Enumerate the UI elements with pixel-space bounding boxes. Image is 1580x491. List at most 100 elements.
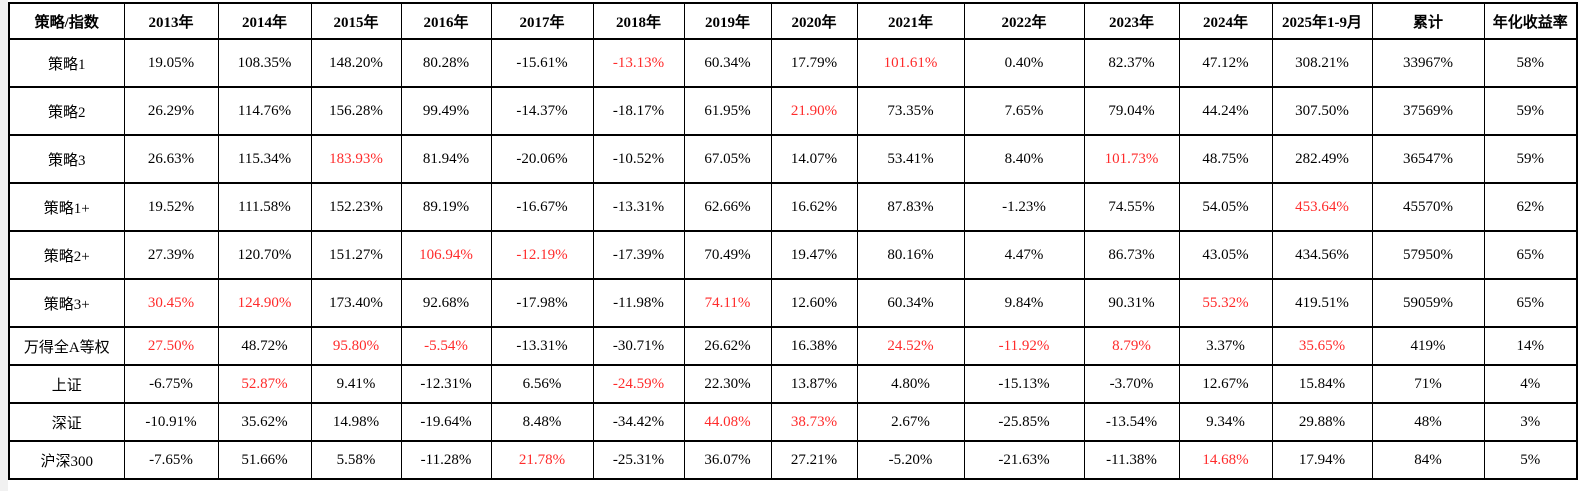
value-cell[interactable]: 12.60% [770, 278, 858, 328]
value-cell[interactable]: 43.05% [1178, 230, 1273, 280]
value-cell[interactable]: 22.30% [683, 364, 772, 404]
value-cell[interactable]: -13.31% [592, 182, 685, 232]
value-cell[interactable]: 36547% [1371, 134, 1485, 184]
value-cell[interactable]: 27.50% [123, 326, 219, 366]
value-cell[interactable]: -15.13% [963, 364, 1085, 404]
row-label[interactable]: 策略1+ [8, 182, 125, 232]
value-cell[interactable]: 6.56% [490, 364, 594, 404]
value-cell[interactable]: 45570% [1371, 182, 1485, 232]
value-cell[interactable]: 14.07% [770, 134, 858, 184]
value-cell[interactable]: 156.28% [310, 86, 402, 136]
value-cell[interactable]: 38.73% [770, 402, 858, 442]
value-cell[interactable]: -21.63% [963, 440, 1085, 480]
value-cell[interactable]: 108.35% [217, 38, 312, 88]
value-cell[interactable]: 5% [1483, 440, 1578, 480]
value-cell[interactable]: 89.19% [400, 182, 492, 232]
column-header[interactable]: 2020年 [770, 2, 858, 40]
value-cell[interactable]: 35.62% [217, 402, 312, 442]
column-header[interactable]: 2023年 [1083, 2, 1180, 40]
value-cell[interactable]: 80.16% [856, 230, 965, 280]
value-cell[interactable]: 60.34% [856, 278, 965, 328]
row-label[interactable]: 沪深300 [8, 440, 125, 480]
value-cell[interactable]: 21.78% [490, 440, 594, 480]
value-cell[interactable]: 24.52% [856, 326, 965, 366]
column-header[interactable]: 2025年1-9月 [1271, 2, 1373, 40]
row-label[interactable]: 上证 [8, 364, 125, 404]
value-cell[interactable]: -7.65% [123, 440, 219, 480]
value-cell[interactable]: 7.65% [963, 86, 1085, 136]
value-cell[interactable]: 61.95% [683, 86, 772, 136]
column-header[interactable]: 2015年 [310, 2, 402, 40]
value-cell[interactable]: 434.56% [1271, 230, 1373, 280]
value-cell[interactable]: 9.84% [963, 278, 1085, 328]
column-header[interactable]: 2019年 [683, 2, 772, 40]
value-cell[interactable]: -13.54% [1083, 402, 1180, 442]
value-cell[interactable]: -19.64% [400, 402, 492, 442]
value-cell[interactable]: 173.40% [310, 278, 402, 328]
value-cell[interactable]: -11.92% [963, 326, 1085, 366]
value-cell[interactable]: 86.73% [1083, 230, 1180, 280]
value-cell[interactable]: 27.39% [123, 230, 219, 280]
value-cell[interactable]: 19.52% [123, 182, 219, 232]
row-label[interactable]: 深证 [8, 402, 125, 442]
column-header[interactable]: 2017年 [490, 2, 594, 40]
value-cell[interactable]: 2.67% [856, 402, 965, 442]
value-cell[interactable]: 307.50% [1271, 86, 1373, 136]
value-cell[interactable]: 183.93% [310, 134, 402, 184]
value-cell[interactable]: 4.80% [856, 364, 965, 404]
value-cell[interactable]: 44.08% [683, 402, 772, 442]
value-cell[interactable]: -18.17% [592, 86, 685, 136]
value-cell[interactable]: 59% [1483, 86, 1578, 136]
value-cell[interactable]: 71% [1371, 364, 1485, 404]
value-cell[interactable]: 74.11% [683, 278, 772, 328]
value-cell[interactable]: 106.94% [400, 230, 492, 280]
value-cell[interactable]: 27.21% [770, 440, 858, 480]
column-header[interactable]: 2013年 [123, 2, 219, 40]
row-label[interactable]: 策略3 [8, 134, 125, 184]
value-cell[interactable]: 124.90% [217, 278, 312, 328]
value-cell[interactable]: -30.71% [592, 326, 685, 366]
value-cell[interactable]: 95.80% [310, 326, 402, 366]
value-cell[interactable]: 26.29% [123, 86, 219, 136]
row-label[interactable]: 策略2 [8, 86, 125, 136]
value-cell[interactable]: -17.98% [490, 278, 594, 328]
value-cell[interactable]: 8.40% [963, 134, 1085, 184]
value-cell[interactable]: 19.47% [770, 230, 858, 280]
value-cell[interactable]: 16.62% [770, 182, 858, 232]
value-cell[interactable]: 59059% [1371, 278, 1485, 328]
value-cell[interactable]: 81.94% [400, 134, 492, 184]
value-cell[interactable]: -25.85% [963, 402, 1085, 442]
value-cell[interactable]: 55.32% [1178, 278, 1273, 328]
value-cell[interactable]: -13.13% [592, 38, 685, 88]
value-cell[interactable]: 36.07% [683, 440, 772, 480]
value-cell[interactable]: -11.98% [592, 278, 685, 328]
value-cell[interactable]: -13.31% [490, 326, 594, 366]
value-cell[interactable]: 4% [1483, 364, 1578, 404]
value-cell[interactable]: 14.68% [1178, 440, 1273, 480]
value-cell[interactable]: 79.04% [1083, 86, 1180, 136]
value-cell[interactable]: 92.68% [400, 278, 492, 328]
value-cell[interactable]: 151.27% [310, 230, 402, 280]
column-header[interactable]: 策略/指数 [8, 2, 125, 40]
value-cell[interactable]: 308.21% [1271, 38, 1373, 88]
value-cell[interactable]: 152.23% [310, 182, 402, 232]
row-label[interactable]: 策略1 [8, 38, 125, 88]
value-cell[interactable]: -1.23% [963, 182, 1085, 232]
value-cell[interactable]: 19.05% [123, 38, 219, 88]
value-cell[interactable]: 60.34% [683, 38, 772, 88]
value-cell[interactable]: -10.91% [123, 402, 219, 442]
value-cell[interactable]: 62% [1483, 182, 1578, 232]
value-cell[interactable]: 84% [1371, 440, 1485, 480]
value-cell[interactable]: 21.90% [770, 86, 858, 136]
value-cell[interactable]: 51.66% [217, 440, 312, 480]
row-label[interactable]: 策略3+ [8, 278, 125, 328]
value-cell[interactable]: 0.40% [963, 38, 1085, 88]
value-cell[interactable]: 419% [1371, 326, 1485, 366]
value-cell[interactable]: 9.41% [310, 364, 402, 404]
column-header[interactable]: 2021年 [856, 2, 965, 40]
value-cell[interactable]: 54.05% [1178, 182, 1273, 232]
value-cell[interactable]: 48.75% [1178, 134, 1273, 184]
value-cell[interactable]: 67.05% [683, 134, 772, 184]
value-cell[interactable]: 453.64% [1271, 182, 1373, 232]
value-cell[interactable]: -5.54% [400, 326, 492, 366]
